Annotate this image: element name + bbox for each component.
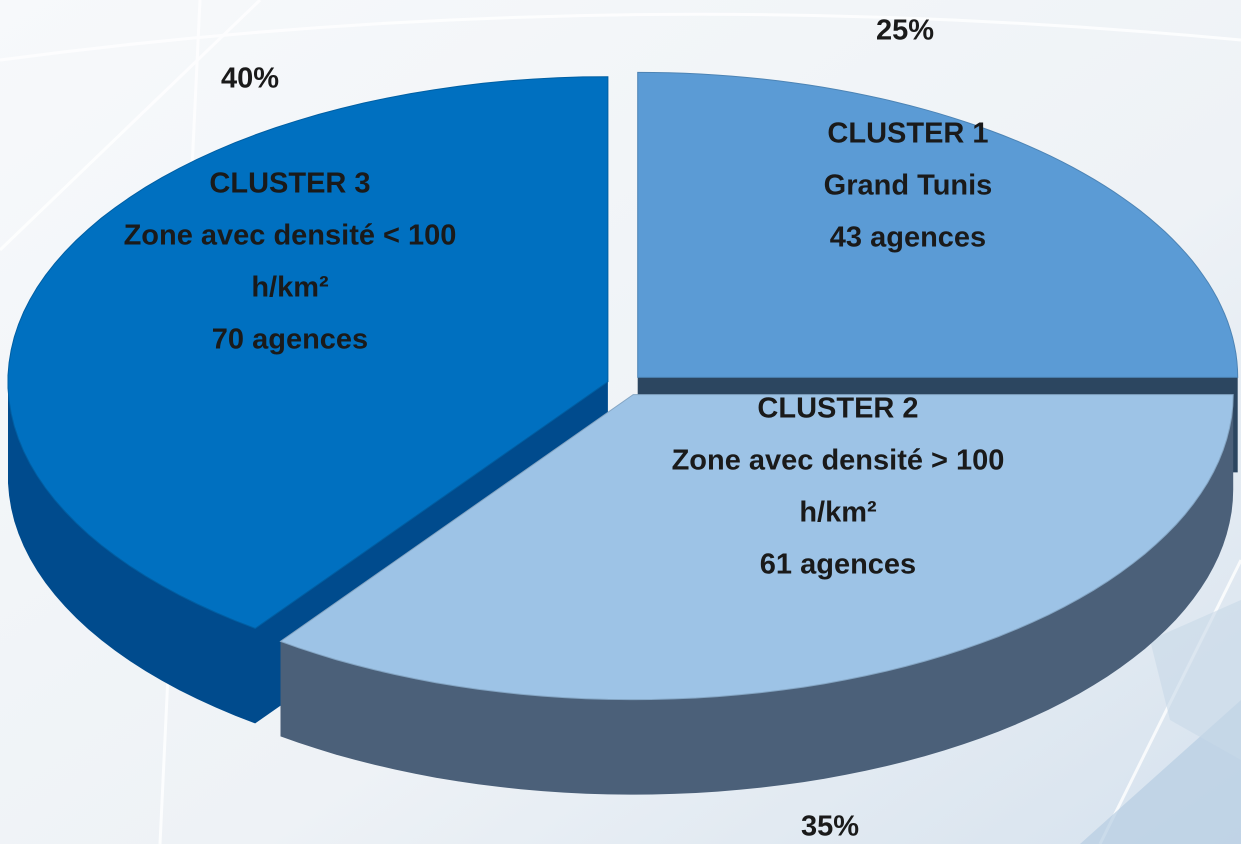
slice-label: 61 agences [760, 549, 916, 581]
slice-label: h/km² [251, 272, 329, 304]
slice [279, 394, 1234, 701]
slice-label: Grand Tunis [824, 170, 993, 202]
background-shape [1150, 600, 1241, 760]
value-label: 40% [221, 63, 279, 95]
slice-label: 70 agences [212, 324, 368, 356]
value-label: 35% [801, 811, 859, 843]
slice-label: Zone avec densité < 100 [124, 220, 457, 252]
slice [7, 76, 609, 629]
slice-label: CLUSTER 1 [827, 118, 988, 150]
slice [637, 71, 1239, 378]
slice-label: h/km² [799, 497, 877, 529]
value-label: 25% [876, 15, 934, 47]
slice-label: 43 agences [830, 222, 986, 254]
slice-label: CLUSTER 3 [209, 168, 370, 200]
slice-label: CLUSTER 2 [757, 393, 918, 425]
slice-label: Zone avec densité > 100 [672, 445, 1005, 477]
